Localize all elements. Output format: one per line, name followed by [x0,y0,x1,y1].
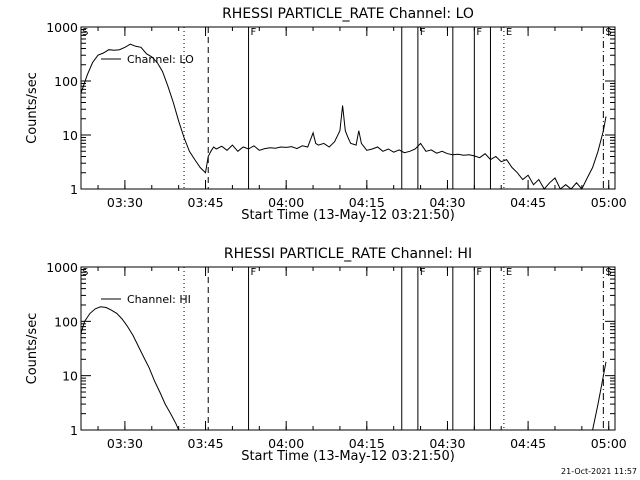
x-tick-label: 05:00 [591,195,627,210]
data-series-line [592,361,607,431]
y-axis-label: Counts/sec [25,72,40,144]
plot-frame [80,266,616,431]
data-series-line [80,43,607,190]
timestamp: 21-Oct-2021 11:57 [561,467,637,476]
x-tick-label: 03:45 [188,436,224,451]
event-label: S [82,27,88,38]
x-tick-label: 04:30 [429,195,465,210]
event-label: F [251,27,257,38]
panel-hi: RHESSI PARTICLE_RATE Channel: HI 1 10 100 10… [25,246,627,464]
event-label: E [506,27,512,38]
x-tick-label: 03:45 [188,195,224,210]
legend-label: Channel: LO [127,53,194,66]
x-tick-label: 04:00 [268,436,304,451]
x-tick-label: 05:00 [591,436,627,451]
y-axis-label: Counts/sec [25,313,40,385]
event-label: S [605,267,611,278]
x-tick-label: 03:30 [107,195,143,210]
y-tick-label: 1000 [46,260,78,275]
x-tick-label: 04:15 [349,436,385,451]
event-label: F [420,267,426,278]
x-tick-label: 03:30 [107,436,143,451]
x-tick-label: 04:45 [510,195,546,210]
plot-frame [80,26,616,190]
event-label: F [251,267,257,278]
event-label: F [476,27,482,38]
x-tick-label: 04:45 [510,436,546,451]
event-label: F [476,267,482,278]
chart-title: RHESSI PARTICLE_RATE Channel: HI [224,246,472,262]
event-label: F [420,27,426,38]
y-tick-label: 10 [62,369,78,384]
legend-label: Channel: HI [127,293,191,306]
data-series-line [80,306,180,431]
y-tick-label: 1000 [46,20,78,35]
x-axis-label: Start Time (13-May-12 03:21:50) [241,449,455,464]
x-axis-label: Start Time (13-May-12 03:21:50) [241,208,455,223]
y-tick-label: 100 [54,314,78,329]
y-tick-label: 10 [62,128,78,143]
x-tick-label: 04:00 [268,195,304,210]
chart-title: RHESSI PARTICLE_RATE Channel: LO [222,6,474,22]
event-label: S [82,267,88,278]
y-tick-label: 1 [70,182,78,197]
y-tick-label: 1 [70,423,78,438]
x-tick-label: 04:15 [349,195,385,210]
x-tick-label: 04:30 [429,436,465,451]
panel-lo: RHESSI PARTICLE_RATE Channel: LO 1 10 100 10… [25,6,627,223]
event-label: E [506,267,512,278]
event-label: S [605,27,611,38]
y-tick-label: 100 [54,74,78,89]
